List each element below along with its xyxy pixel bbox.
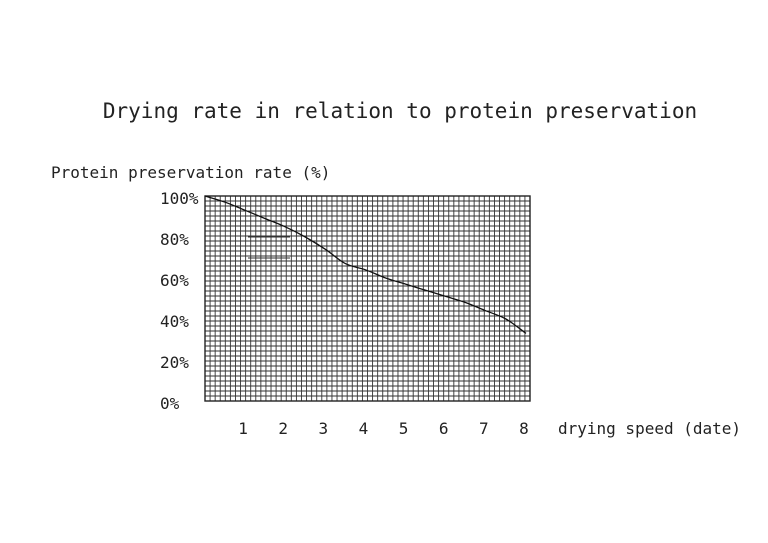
x-tick-label: 5 — [399, 419, 409, 438]
y-tick-label: 100% — [160, 189, 199, 208]
x-tick-label: 1 — [238, 419, 248, 438]
x-tick-label: 3 — [319, 419, 329, 438]
y-tick-labels: 0% 20% 40% 60% 80% 100% — [160, 189, 199, 413]
plot-grid — [204, 195, 531, 402]
y-axis-title: Protein preservation rate (%) — [51, 163, 330, 182]
reference-strokes — [245, 215, 290, 259]
y-tick-label: 0% — [160, 394, 180, 413]
y-tick-label: 60% — [160, 271, 189, 290]
y-tick-label: 40% — [160, 312, 189, 331]
x-tick-label: 8 — [519, 419, 529, 438]
x-tick-label: 2 — [278, 419, 288, 438]
x-tick-labels: 1 2 3 4 5 6 7 8 — [238, 419, 529, 438]
plot-frame — [204, 195, 531, 402]
x-tick-label: 4 — [359, 419, 369, 438]
data-series — [204, 195, 527, 334]
x-tick-label: 7 — [479, 419, 489, 438]
x-axis-title: drying speed (date) — [558, 419, 741, 438]
x-tick-label: 6 — [439, 419, 449, 438]
series-line-0 — [204, 195, 527, 334]
y-tick-label: 80% — [160, 230, 189, 249]
y-tick-label: 20% — [160, 353, 189, 372]
chart-title: Drying rate in relation to protein prese… — [103, 99, 697, 123]
